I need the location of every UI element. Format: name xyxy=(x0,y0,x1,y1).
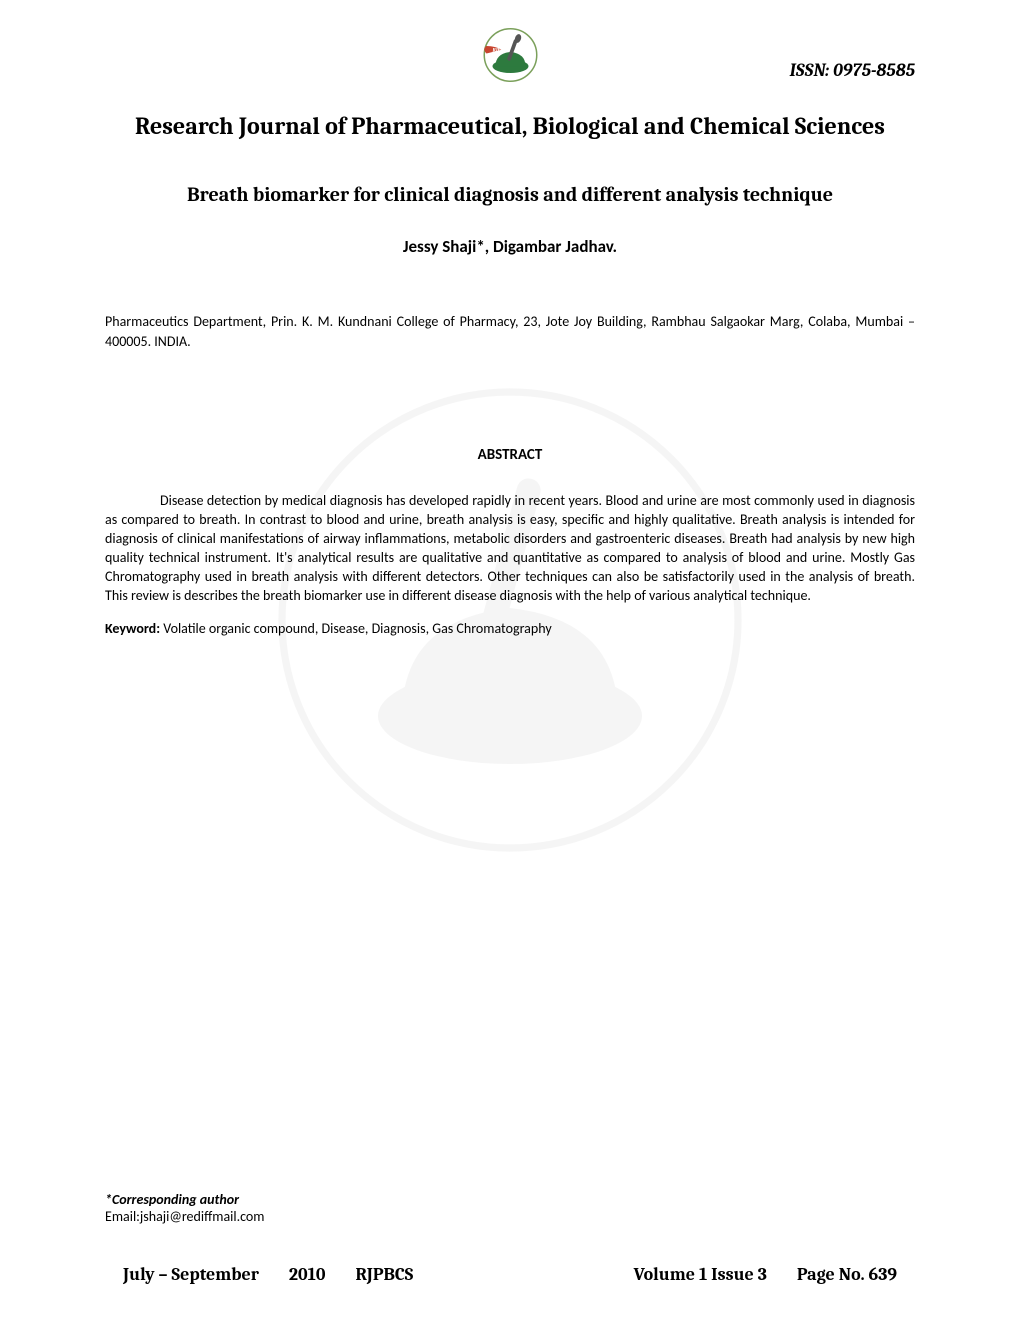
corresponding-label: *Corresponding author xyxy=(105,1191,264,1208)
footer-year: 2010 xyxy=(289,1264,326,1285)
svg-text:RJPBCS: RJPBCS xyxy=(491,47,509,53)
affiliation: Pharmaceutics Department, Prin. K. M. Ku… xyxy=(105,312,915,351)
issn-label: ISSN: 0975-8585 xyxy=(790,60,915,81)
corresponding-author: *Corresponding author Email:jshaji@redif… xyxy=(105,1191,264,1225)
footer-volume: Volume 1 Issue 3 xyxy=(634,1264,767,1285)
footer-page: Page No. 639 xyxy=(797,1264,897,1285)
corresponding-email: Email:jshaji@rediffmail.com xyxy=(105,1208,264,1225)
article-title: Breath biomarker for clinical diagnosis … xyxy=(105,183,915,206)
keywords-label: Keyword: xyxy=(105,620,160,637)
keywords-text: Volatile organic compound, Disease, Diag… xyxy=(160,620,552,637)
page-footer: July – September 2010 RJPBCS Volume 1 Is… xyxy=(105,1264,915,1285)
journal-title: Research Journal of Pharmaceutical, Biol… xyxy=(105,105,915,148)
abstract-heading: ABSTRACT xyxy=(105,446,915,464)
author-list: Jessy Shaji*, Digambar Jadhav. xyxy=(105,236,915,257)
footer-abbrev: RJPBCS xyxy=(355,1264,413,1285)
footer-period: July – September xyxy=(123,1264,259,1285)
header-row: RJPBCS ISSN: 0975-8585 xyxy=(105,25,915,85)
keywords: Keyword: Volatile organic compound, Dise… xyxy=(105,620,915,637)
abstract-body: Disease detection by medical diagnosis h… xyxy=(105,492,915,605)
journal-logo: RJPBCS xyxy=(473,25,548,85)
